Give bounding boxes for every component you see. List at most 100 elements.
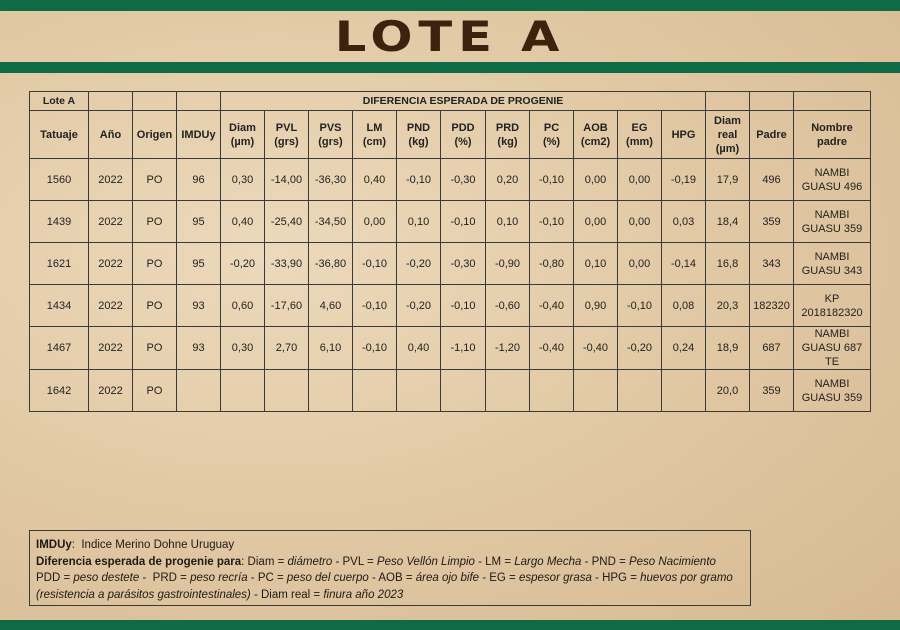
data-cell: 343: [749, 242, 794, 285]
data-cell: -0,10: [396, 158, 441, 201]
column-header-cell: HPG: [661, 110, 706, 159]
legend-text: : Diam =: [241, 555, 288, 568]
data-cell: -0,19: [661, 158, 706, 201]
data-cell: -0,10: [617, 284, 662, 327]
data-cell: 0,90: [573, 284, 618, 327]
data-cell: 0,10: [573, 242, 618, 285]
data-cell: [264, 369, 309, 412]
data-cell: [396, 369, 441, 412]
column-header-line: Padre: [756, 128, 787, 141]
column-header-line: (grs): [318, 135, 343, 148]
data-cell: -1,20: [485, 326, 530, 370]
data-cell: 4,60: [308, 284, 353, 327]
data-cell: [529, 369, 574, 412]
data-cell: -0,40: [529, 326, 574, 370]
data-cell: -36,80: [308, 242, 353, 285]
data-cell: -34,50: [308, 200, 353, 243]
group-header-cell: Lote A: [29, 91, 89, 111]
legend-text: diámetro: [287, 555, 333, 568]
legend-text: - LM =: [474, 555, 515, 568]
data-cell: 2022: [88, 369, 133, 412]
column-header-line: real: [717, 128, 738, 141]
legend-line: PDD = peso destete - PRD = peso recría -…: [36, 570, 744, 587]
column-header-line: (%): [454, 135, 472, 148]
cell-line: NAMBI: [814, 250, 850, 263]
data-cell: 2022: [88, 326, 133, 370]
legend-text: peso del cuerpo: [286, 572, 369, 584]
data-cell: PO: [132, 326, 177, 370]
column-header-cell: Padre: [749, 110, 794, 159]
data-cell: 0,30: [220, 326, 265, 370]
column-header-line: Nombre: [811, 121, 853, 134]
data-cell: -0,10: [529, 158, 574, 201]
data-cell: 0,10: [485, 200, 530, 243]
legend-text: - PVL =: [332, 555, 377, 568]
legend-text: - PND =: [581, 555, 629, 568]
data-cell: 1434: [29, 284, 89, 327]
column-header-line: Año: [99, 128, 122, 141]
cell-line: GUASU 496: [801, 180, 863, 193]
data-cell: 2022: [88, 284, 133, 327]
data-cell: 0,20: [485, 158, 530, 201]
data-cell: 18,9: [705, 326, 750, 370]
data-cell: [176, 369, 221, 412]
data-row: 1642 2022 PO 20,0 359 NAMBI GUASU 359: [29, 369, 871, 412]
data-cell: 1439: [29, 200, 89, 243]
data-cell: 20,3: [705, 284, 750, 327]
data-cell: 6,10: [308, 326, 353, 370]
column-header-cell: PND (kg): [396, 110, 441, 159]
legend-text: - PRD =: [139, 572, 191, 584]
data-cell: -25,40: [264, 200, 309, 243]
column-header-line: (µm): [230, 135, 255, 148]
data-cell: [440, 369, 486, 412]
data-cell: 0,24: [661, 326, 706, 370]
data-cell: 93: [176, 326, 221, 370]
column-header-line: (grs): [274, 135, 299, 148]
column-header-cell: PDD (%): [440, 110, 486, 159]
column-header-cell: Tatuaje: [29, 110, 89, 159]
legend-text: - Diam real =: [250, 588, 324, 601]
group-header-cell: [793, 91, 871, 111]
legend-text: : Indice Merino Dohne Uruguay: [71, 539, 235, 551]
data-cell: -0,90: [485, 242, 530, 285]
data-cell: KP 2018182320: [793, 284, 871, 327]
column-header-line: PVL: [275, 121, 298, 134]
data-cell: 96: [176, 158, 221, 201]
group-header-cell: [749, 91, 794, 111]
data-cell: -0,40: [529, 284, 574, 327]
group-header-row: Lote A DIFERENCIA ESPERADA DE PROGENIE: [29, 91, 871, 111]
data-cell: NAMBI GUASU 359: [793, 200, 871, 243]
legend-line: IMDUy: Indice Merino Dohne Uruguay: [36, 537, 744, 554]
data-cell: -0,30: [440, 242, 486, 285]
data-row: 1467 2022 PO 93 0,30 2,70 6,10 -0,10 0,40 -1,10 -1…: [29, 326, 871, 370]
legend-text: Peso Vellón Limpio: [376, 555, 475, 568]
data-cell: 1467: [29, 326, 89, 370]
column-header-line: (cm): [362, 135, 387, 148]
data-cell: 2022: [88, 158, 133, 201]
data-cell: [661, 369, 706, 412]
data-row: 1434 2022 PO 93 0,60 -17,60 4,60 -0,10 -0,20 -0,1…: [29, 284, 871, 327]
legend-text: peso recría: [190, 572, 248, 584]
data-cell: 496: [749, 158, 794, 201]
legend-text: huevos por gramo: [640, 572, 733, 584]
data-cell: -0,10: [440, 200, 486, 243]
data-cell: -0,20: [617, 326, 662, 370]
column-header-cell: AOB (cm2): [573, 110, 618, 159]
data-cell: 0,40: [396, 326, 441, 370]
legend-text: - EG =: [479, 572, 519, 584]
data-cell: 1642: [29, 369, 89, 412]
data-cell: NAMBI GUASU 359: [793, 369, 871, 412]
top-band: [0, 0, 900, 11]
data-cell: -0,30: [440, 158, 486, 201]
data-cell: 93: [176, 284, 221, 327]
column-header-line: PND: [406, 121, 431, 134]
data-cell: 0,03: [661, 200, 706, 243]
data-row: 1560 2022 PO 96 0,30 -14,00 -36,30 0,40 -0,10 -0,…: [29, 158, 871, 201]
cell-line: NAMBI: [814, 328, 850, 340]
legend-text: PDD =: [36, 572, 74, 584]
column-header-line: PDD: [451, 121, 475, 134]
group-header-cell: [176, 91, 221, 111]
cell-line: KP: [824, 292, 840, 305]
legend-text: (resistencia a parásitos gastrointestina…: [36, 588, 251, 601]
data-cell: [573, 369, 618, 412]
